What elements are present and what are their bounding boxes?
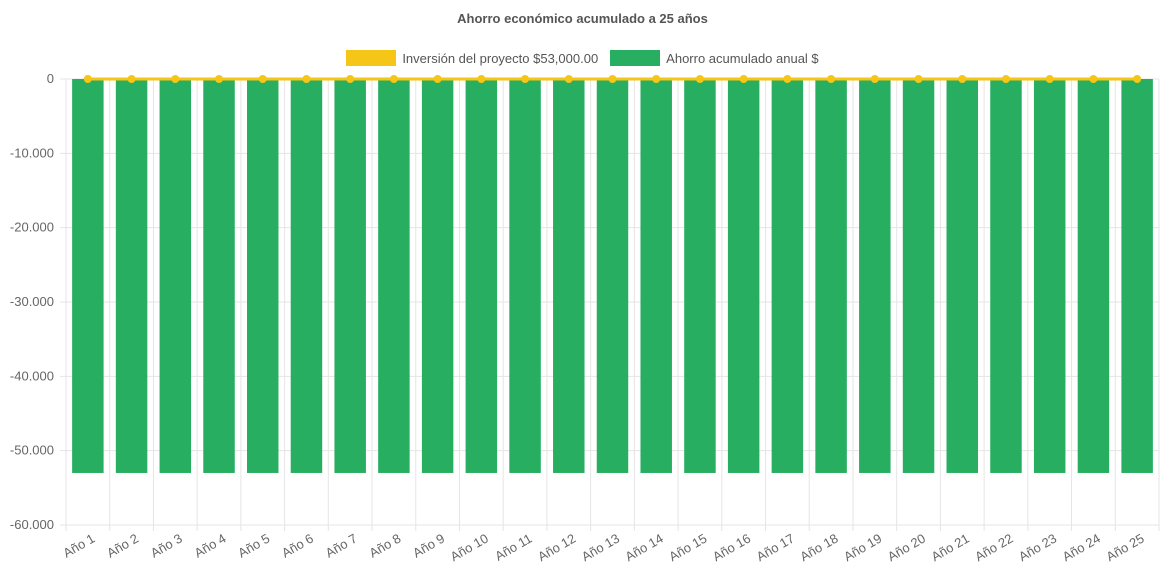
line-point (1045, 75, 1054, 83)
x-tick-label: Año 9 (410, 531, 447, 561)
line-point (1133, 75, 1142, 83)
x-tick-label: Año 6 (279, 531, 316, 561)
line-point (302, 75, 311, 83)
bar (815, 79, 847, 473)
x-tick-label: Año 12 (535, 531, 578, 565)
legend-item-investment[interactable]: Inversión del proyecto $53,000.00 (346, 50, 598, 66)
bar (378, 79, 410, 473)
line-point (608, 75, 617, 83)
x-tick-label: Año 23 (1016, 531, 1059, 565)
legend-label-investment: Inversión del proyecto $53,000.00 (402, 50, 599, 66)
x-tick-label: Año 10 (448, 531, 491, 565)
line-point (127, 75, 136, 83)
bar (553, 79, 585, 473)
x-tick-label: Año 18 (797, 531, 840, 565)
bar (465, 79, 498, 473)
x-tick-label: Año 3 (148, 531, 185, 561)
x-tick-label: Año 4 (192, 531, 229, 561)
x-tick-label: Año 24 (1060, 531, 1103, 565)
line-point (1001, 75, 1010, 83)
legend-swatch-savings (610, 50, 661, 66)
bar (159, 79, 192, 473)
line-point (827, 75, 836, 83)
x-tick-label: Año 2 (104, 531, 141, 561)
chart-title: Ahorro económico acumulado a 25 años (457, 11, 708, 26)
bar (509, 79, 541, 473)
legend-swatch-investment (346, 50, 397, 66)
x-tick-label: Año 17 (754, 531, 797, 565)
line-point (83, 75, 92, 83)
line-point (477, 75, 486, 83)
x-tick-label: Año 16 (710, 531, 753, 565)
y-tick-label: -20.000 (10, 220, 54, 235)
bar (203, 79, 235, 473)
x-tick-label: Año 8 (366, 531, 403, 561)
bar (596, 79, 629, 473)
line-point (958, 75, 967, 83)
x-tick-label: Año 13 (579, 531, 622, 565)
x-tick-label: Año 15 (666, 531, 709, 565)
x-tick-label: Año 14 (623, 531, 666, 565)
line-point (389, 75, 398, 83)
bar (115, 79, 148, 473)
bar (247, 79, 279, 473)
y-tick-label: -60.000 (10, 517, 54, 532)
bar (640, 79, 672, 473)
y-tick-label: -30.000 (10, 294, 54, 309)
x-tick-label: Año 5 (235, 531, 272, 561)
bar (946, 79, 978, 473)
line-point (258, 75, 267, 83)
line-point (783, 75, 792, 83)
line-point (433, 75, 442, 83)
line-point (914, 75, 923, 83)
bar (1077, 79, 1110, 473)
bar (1033, 79, 1066, 473)
x-tick-label: Año 22 (972, 531, 1015, 565)
legend-label-savings: Ahorro acumulado anual $ (666, 50, 819, 66)
y-tick-label: -40.000 (10, 368, 54, 383)
x-tick-label: Año 21 (929, 531, 972, 565)
bar (1121, 79, 1153, 473)
bar (859, 79, 891, 473)
bar (334, 79, 366, 473)
line-point (695, 75, 704, 83)
line-point (171, 75, 180, 83)
legend-item-savings[interactable]: Ahorro acumulado anual $ (610, 50, 819, 66)
bar (684, 79, 716, 473)
x-tick-label: Año 7 (323, 531, 360, 561)
line-point (1089, 75, 1098, 83)
bar (990, 79, 1022, 473)
x-tick-label: Año 25 (1103, 531, 1146, 565)
line-point (215, 75, 224, 83)
bar (902, 79, 935, 473)
x-tick-label: Año 11 (492, 531, 534, 564)
line-point (346, 75, 355, 83)
bar (727, 79, 760, 473)
y-tick-label: -50.000 (10, 443, 54, 458)
bar (421, 79, 454, 473)
y-tick-label: 0 (47, 71, 54, 86)
chart-legend: Inversión del proyecto $53,000.00 Ahorro… (0, 50, 1165, 66)
line-point (564, 75, 573, 83)
line-point (739, 75, 748, 83)
line-point (870, 75, 879, 83)
x-tick-label: Año 20 (885, 531, 928, 565)
bar (72, 79, 104, 473)
bar (290, 79, 323, 473)
bar (771, 79, 804, 473)
line-point (521, 75, 530, 83)
x-tick-label: Año 19 (841, 531, 884, 565)
line-point (652, 75, 661, 83)
y-tick-label: -10.000 (10, 145, 54, 160)
x-tick-label: Año 1 (60, 531, 97, 561)
